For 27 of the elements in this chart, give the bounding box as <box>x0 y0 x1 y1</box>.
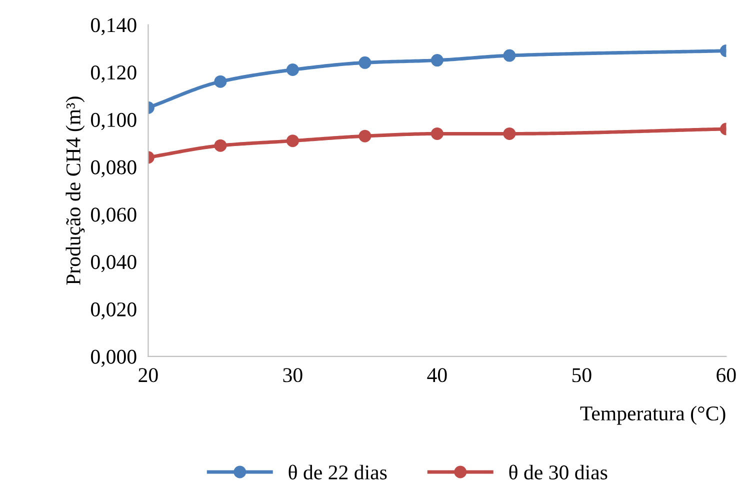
point <box>430 127 444 140</box>
point <box>358 130 372 142</box>
point <box>214 139 227 152</box>
x-tick-label: 50 <box>572 368 592 382</box>
y-tick-label: 0,120 <box>91 66 136 83</box>
x-tick-label: 60 <box>716 368 736 382</box>
legend-label: θ de 22 dias <box>288 464 387 480</box>
legend-label: θ de 30 dias <box>509 464 608 480</box>
point <box>214 75 227 88</box>
y-tick-label: 0,020 <box>91 302 136 320</box>
y-tick-label: 0,040 <box>91 255 136 272</box>
point <box>503 49 516 62</box>
y-tick-label: 0,080 <box>91 160 136 178</box>
point <box>430 54 444 67</box>
x-tick-label: 40 <box>427 368 447 382</box>
x-tick-label: 20 <box>138 368 158 382</box>
y-axis-title: Produção de CH4 (m³) <box>66 96 85 285</box>
point <box>286 64 299 76</box>
point <box>358 56 372 69</box>
y-tick-label: 0,100 <box>91 112 136 130</box>
y-tick-label: 0,060 <box>91 208 136 225</box>
x-tick-label: 30 <box>283 368 302 382</box>
y-tick-label: 0,140 <box>91 18 136 36</box>
point <box>286 134 299 148</box>
point <box>503 127 516 140</box>
y-tick-label: 0,000 <box>91 350 136 367</box>
x-axis-title: Temperatura (°C) <box>580 406 726 425</box>
